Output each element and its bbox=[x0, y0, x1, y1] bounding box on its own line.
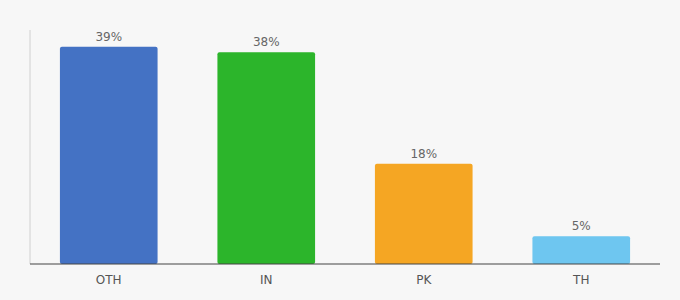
x-tick-label: PK bbox=[416, 273, 432, 287]
data-label: 38% bbox=[253, 35, 280, 49]
x-tick-label: TH bbox=[572, 273, 589, 287]
data-label: 39% bbox=[95, 30, 122, 44]
chart: OTH IN PK TH 39% 38% 18% 5% bbox=[0, 0, 680, 300]
x-axis-line bbox=[30, 263, 660, 264]
chart-container: OTH IN PK TH 39% 38% 18% 5% bbox=[0, 0, 680, 300]
bar bbox=[60, 47, 158, 264]
y-axis-line bbox=[30, 30, 31, 264]
x-tick-label: IN bbox=[260, 273, 273, 287]
bar bbox=[375, 164, 473, 264]
bar bbox=[532, 236, 630, 264]
data-label: 5% bbox=[572, 219, 591, 233]
data-label: 18% bbox=[410, 147, 437, 161]
x-tick-label: OTH bbox=[96, 273, 122, 287]
bar bbox=[217, 52, 315, 264]
bars bbox=[60, 47, 630, 264]
